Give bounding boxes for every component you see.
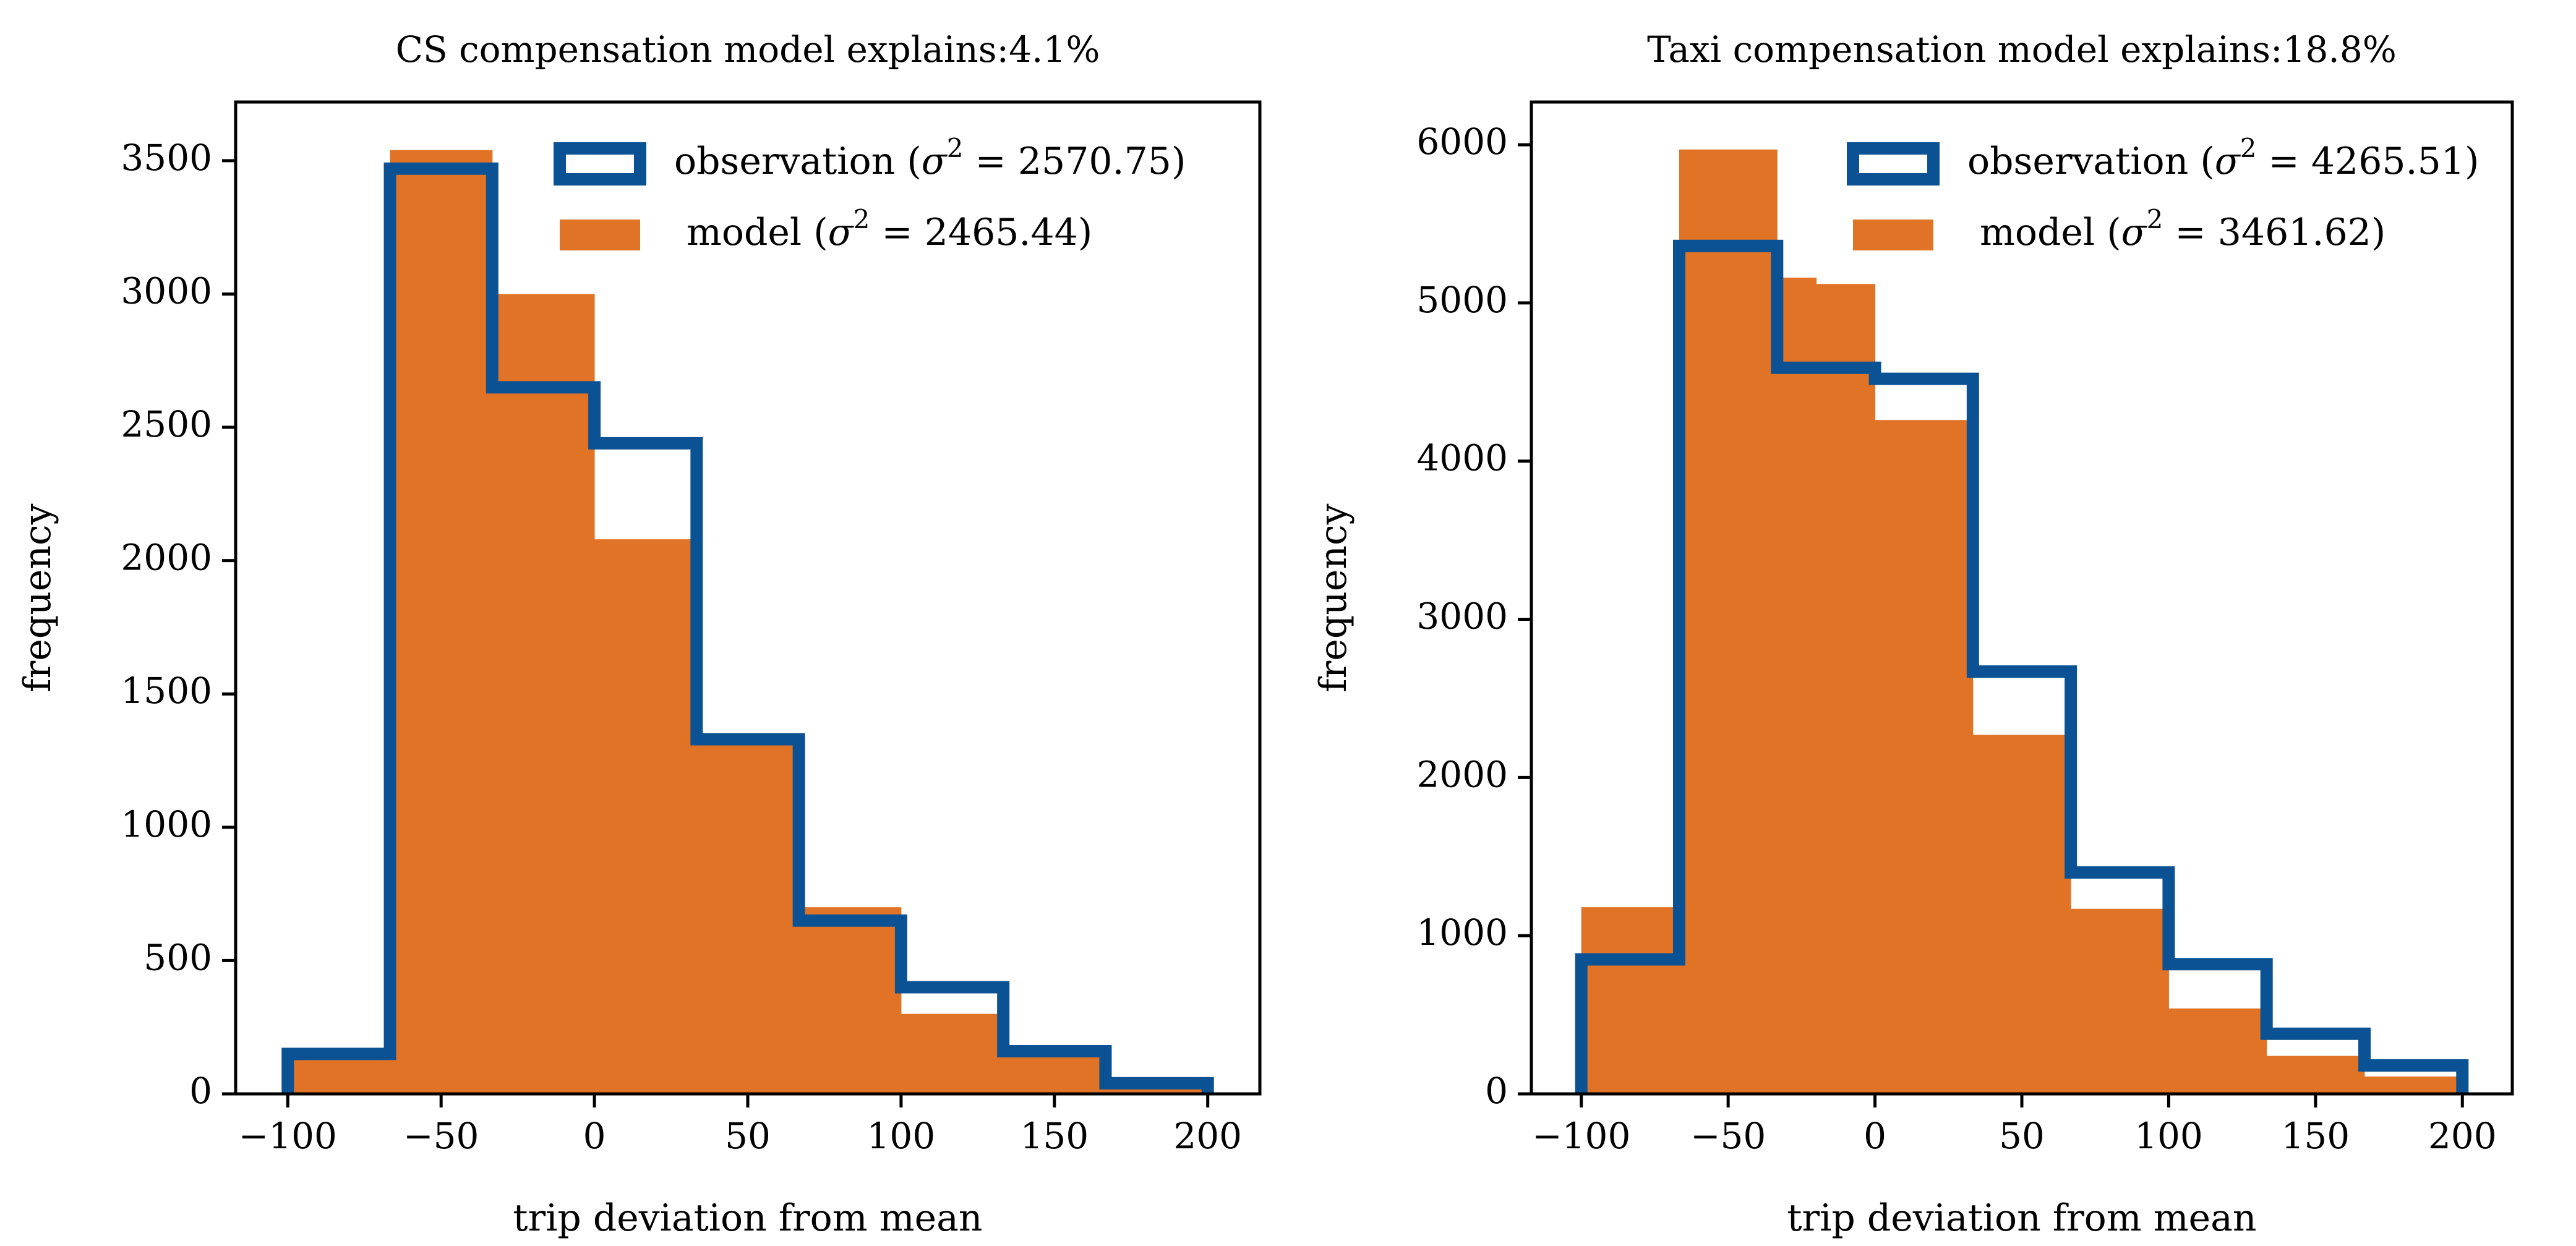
model-bar bbox=[901, 1013, 1004, 1094]
x-tick-label: −50 bbox=[1690, 1115, 1766, 1157]
model-bar bbox=[594, 539, 697, 1094]
legend-model-label: model (σ2 = 3461.62) bbox=[1980, 204, 2386, 254]
x-tick-label: 150 bbox=[2281, 1115, 2350, 1157]
plot-area bbox=[1575, 149, 2469, 1094]
x-tick-label: −100 bbox=[239, 1115, 337, 1157]
legend-observation-swatch bbox=[554, 142, 646, 186]
panel-2: −100 −50 0 50 100 150 200010002000300040005000… bbox=[1312, 28, 2514, 1240]
y-tick-label: 1500 bbox=[121, 670, 212, 712]
y-tick-label: 2000 bbox=[1416, 753, 1508, 795]
model-bar bbox=[1777, 277, 1817, 1094]
model-bar bbox=[1875, 420, 1974, 1094]
y-tick-label: 4000 bbox=[1416, 437, 1508, 479]
x-tick-label: 150 bbox=[1020, 1115, 1089, 1157]
x-tick-label: −50 bbox=[403, 1115, 479, 1157]
model-bar bbox=[696, 739, 800, 1094]
x-tick-label: 200 bbox=[1173, 1115, 1242, 1157]
model-bar bbox=[288, 1059, 391, 1094]
model-bar bbox=[2071, 908, 2169, 1094]
y-tick-label: 3000 bbox=[1416, 595, 1508, 638]
x-axis-label: trip deviation from mean bbox=[1787, 1197, 2256, 1240]
chart-title: Taxi compensation model explains:18.8% bbox=[1647, 28, 2397, 70]
legend-model-label: model (σ2 = 2465.44) bbox=[687, 204, 1092, 254]
y-tick-label: 1000 bbox=[121, 803, 212, 845]
y-tick-label: 0 bbox=[189, 1070, 212, 1112]
y-tick-label: 0 bbox=[1485, 1070, 1508, 1112]
legend-model-swatch bbox=[560, 220, 640, 250]
x-tick-label: 0 bbox=[1864, 1115, 1886, 1157]
observation-step-line bbox=[1575, 239, 2469, 1094]
legend: observation (σ2 = 4265.51) model (σ2 = 34… bbox=[1847, 133, 2479, 254]
model-bar bbox=[1581, 907, 1680, 1094]
model-bar bbox=[1816, 284, 1876, 1094]
legend: observation (σ2 = 2570.75) model (σ2 = 24… bbox=[554, 133, 1186, 254]
y-tick-label: 1000 bbox=[1416, 911, 1508, 954]
x-tick-label: 50 bbox=[725, 1115, 771, 1157]
legend-observation-swatch bbox=[1847, 142, 1940, 186]
legend-observation-label: observation (σ2 = 2570.75) bbox=[674, 133, 1186, 183]
x-tick-label: 100 bbox=[867, 1115, 936, 1157]
y-tick-label: 3500 bbox=[121, 137, 212, 179]
y-tick-label: 2000 bbox=[121, 537, 212, 579]
chart-title: CS compensation model explains:4.1% bbox=[396, 28, 1100, 70]
legend-model-swatch bbox=[1853, 220, 1933, 250]
legend-observation-label: observation (σ2 = 4265.51) bbox=[1967, 133, 2479, 183]
y-tick-label: 500 bbox=[143, 936, 212, 978]
x-tick-label: 100 bbox=[2134, 1115, 2203, 1157]
model-bar bbox=[390, 150, 493, 1094]
y-axis-label: frequency bbox=[1312, 503, 1355, 692]
model-bar bbox=[2168, 1008, 2267, 1094]
plot-area bbox=[281, 150, 1214, 1094]
y-axis-label: frequency bbox=[16, 503, 59, 692]
observation-step-line bbox=[281, 162, 1214, 1094]
x-axis-label: trip deviation from mean bbox=[513, 1197, 982, 1240]
y-tick-label: 2500 bbox=[121, 403, 212, 445]
model-bar bbox=[492, 294, 595, 1094]
x-tick-label: 200 bbox=[2428, 1115, 2497, 1157]
y-tick-label: 5000 bbox=[1416, 279, 1508, 321]
model-bar bbox=[2266, 1056, 2365, 1094]
model-bar bbox=[1003, 1054, 1106, 1094]
model-bar bbox=[1679, 149, 1778, 1094]
model-bar bbox=[798, 907, 902, 1094]
y-tick-label: 6000 bbox=[1416, 121, 1508, 163]
x-tick-label: 0 bbox=[583, 1115, 606, 1157]
y-tick-label: 3000 bbox=[121, 270, 212, 312]
panel-1: −100 −50 0 50 100 150 200050010001500200025003… bbox=[16, 28, 1262, 1240]
x-tick-label: −100 bbox=[1532, 1115, 1630, 1157]
x-tick-label: 50 bbox=[1999, 1115, 2045, 1157]
model-bar bbox=[1972, 735, 2071, 1094]
model-bar bbox=[2364, 1076, 2463, 1094]
model-bar bbox=[1105, 1087, 1209, 1094]
